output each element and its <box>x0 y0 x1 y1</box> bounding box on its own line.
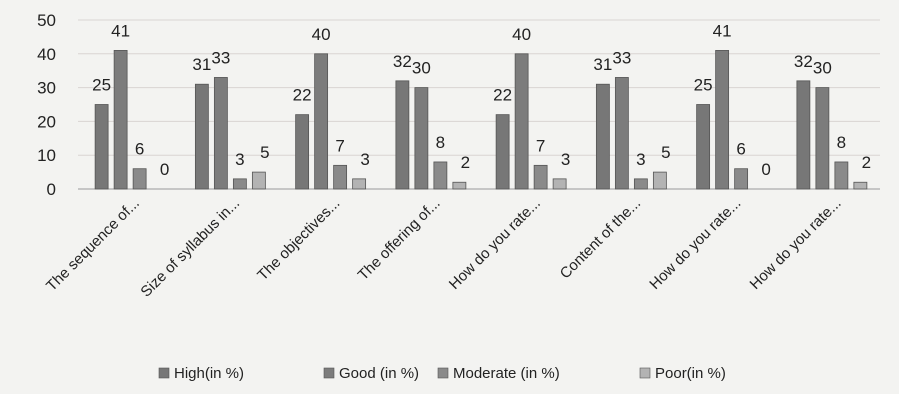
x-tick-label: The objectives... <box>254 195 343 284</box>
legend-swatch <box>437 367 449 379</box>
bar <box>734 168 749 190</box>
data-label: 7 <box>335 136 344 155</box>
y-tick-label: 40 <box>37 45 56 64</box>
legend-swatch <box>158 367 170 379</box>
data-label: 3 <box>360 150 369 169</box>
data-label: 40 <box>512 25 531 44</box>
bar <box>715 50 730 190</box>
bar <box>495 114 510 190</box>
bar <box>333 164 348 190</box>
legend-label: Moderate (in %) <box>453 365 560 382</box>
data-label: 30 <box>813 59 832 78</box>
bar <box>633 178 648 190</box>
data-label: 25 <box>92 76 111 95</box>
data-label: 0 <box>761 160 770 179</box>
bar <box>796 80 811 190</box>
bar <box>94 104 109 190</box>
bar <box>433 161 448 190</box>
legend-swatch <box>639 367 651 379</box>
bar <box>834 161 849 190</box>
legend: High(in %) Good (in %) Moderate (in %) Poor… <box>158 365 726 382</box>
data-label: 3 <box>636 150 645 169</box>
data-label: 32 <box>393 52 412 71</box>
data-label: 31 <box>192 55 211 74</box>
bar <box>132 168 147 190</box>
x-tick-label: How do you rate... <box>747 195 845 293</box>
y-tick-label: 0 <box>47 180 56 199</box>
data-label: 32 <box>794 52 813 71</box>
x-tick-label: Content of the... <box>557 195 645 283</box>
data-label: 22 <box>493 86 512 105</box>
bar <box>352 178 367 190</box>
bar <box>533 164 548 190</box>
y-tick-label: 50 <box>37 11 56 30</box>
bar <box>251 171 266 190</box>
bar <box>213 77 228 190</box>
bar <box>514 53 529 190</box>
legend-label: Good (in %) <box>339 365 419 382</box>
data-label: 8 <box>837 133 846 152</box>
bar <box>414 87 429 190</box>
data-label: 33 <box>211 48 230 67</box>
bar <box>815 87 830 190</box>
bar <box>314 53 329 190</box>
bar <box>614 77 629 190</box>
y-tick-label: 10 <box>37 146 56 165</box>
legend-label: Poor(in %) <box>655 365 726 382</box>
data-label: 5 <box>661 143 670 162</box>
x-tick-label: The offering of... <box>355 195 444 284</box>
bar <box>652 171 667 190</box>
data-label: 25 <box>694 76 713 95</box>
legend-label: High(in %) <box>174 365 244 382</box>
x-tick-label: The sequence of... <box>43 195 143 295</box>
data-label: 41 <box>111 21 130 40</box>
bars <box>94 50 868 190</box>
x-axis: The sequence of...Size of syllabus in...… <box>43 195 845 301</box>
bar <box>395 80 410 190</box>
bar <box>232 178 247 190</box>
y-tick-label: 30 <box>37 79 56 98</box>
data-label: 30 <box>412 59 431 78</box>
y-axis: 0 10 20 30 40 50 <box>37 11 56 199</box>
x-tick-label: How do you rate... <box>646 195 744 293</box>
bar <box>853 181 868 190</box>
data-label: 6 <box>135 140 144 159</box>
bar <box>452 181 467 190</box>
data-label: 2 <box>862 153 871 172</box>
data-label: 41 <box>713 21 732 40</box>
bar <box>113 50 128 190</box>
data-label: 0 <box>160 160 169 179</box>
data-label: 5 <box>260 143 269 162</box>
bar <box>295 114 310 190</box>
bar <box>552 178 567 190</box>
bar <box>696 104 711 190</box>
data-label: 22 <box>293 86 312 105</box>
data-label: 33 <box>612 48 631 67</box>
data-label: 2 <box>461 153 470 172</box>
x-tick-label: Size of syllabus in... <box>137 195 243 301</box>
x-tick-label: How do you rate... <box>446 195 544 293</box>
data-label: 31 <box>593 55 612 74</box>
data-label: 7 <box>536 136 545 155</box>
data-label: 6 <box>736 140 745 159</box>
data-label: 8 <box>436 133 445 152</box>
y-tick-label: 20 <box>37 112 56 131</box>
data-label: 3 <box>235 150 244 169</box>
legend-swatch <box>323 367 335 379</box>
bar <box>595 83 610 190</box>
data-label: 3 <box>561 150 570 169</box>
bar <box>194 83 209 190</box>
data-label: 40 <box>312 25 331 44</box>
